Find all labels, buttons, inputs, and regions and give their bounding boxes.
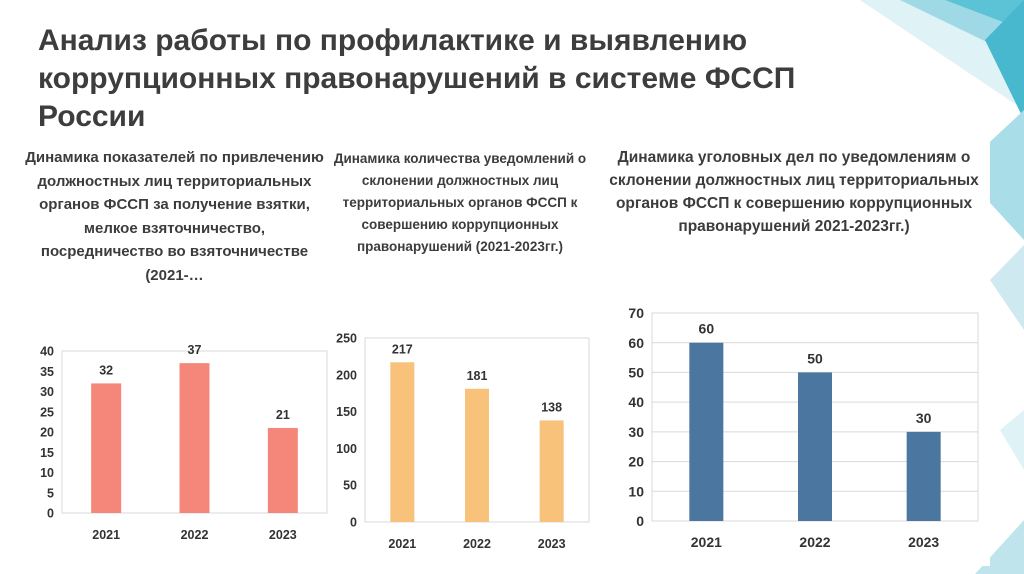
bar [390,362,415,522]
bar-chart-criminal-cases: 0 10 20 30 40 50 60 70 60 2021 50 2022 30 2023 [628,305,979,550]
data-label: 181 [467,369,488,383]
x-tick-label: 2021 [388,537,416,551]
chart-panel-bribery: Динамика показателей по привлечению долж… [22,136,328,556]
y-tick-label: 0 [636,513,644,529]
bar [906,431,941,521]
chart-title: Динамика показателей по привлечению долж… [25,149,324,284]
y-tick-label: 70 [628,305,644,321]
x-tick-label: 2022 [181,528,209,542]
y-tick-label: 0 [350,516,357,530]
y-tick-label: 30 [628,424,644,440]
y-tick-label: 10 [628,483,644,499]
y-tick-label: 10 [40,466,54,480]
x-tick-label: 2021 [691,534,722,550]
bar [91,383,122,513]
bar-chart-notifications: 0 50 100 150 200 250 217 2021 181 2022 138 2023 [336,332,590,551]
y-tick-label: 50 [628,364,644,380]
y-tick-label: 30 [40,385,54,399]
y-tick-label: 20 [40,426,54,440]
x-tick-label: 2022 [799,534,830,550]
y-tick-label: 40 [628,394,644,410]
y-tick-label: 20 [628,454,644,470]
x-tick-label: 2023 [269,528,297,542]
chart-title: Динамика количества уведомлений о склоне… [333,151,587,254]
y-tick-label: 100 [336,442,357,456]
y-tick-label: 0 [47,507,54,521]
data-label: 217 [392,342,413,356]
y-tick-label: 60 [628,335,644,351]
x-tick-label: 2023 [908,534,939,550]
bar [798,372,832,521]
y-tick-label: 35 [40,365,54,379]
x-tick-label: 2023 [538,537,566,551]
data-label: 50 [807,350,823,366]
bar [689,342,724,521]
y-tick-label: 25 [40,405,54,419]
y-tick-label: 50 [343,479,357,493]
chart-panel-notifications: Динамика количества уведомлений о склоне… [330,140,590,560]
bar [179,363,210,513]
x-tick-label: 2021 [92,528,120,542]
slide-title: Анализ работы по профилактике и выявлени… [38,24,796,133]
y-tick-label: 5 [47,486,54,500]
chart-panel-criminal-cases: Динамика уголовных дел по уведомлениям о… [598,136,990,566]
data-label: 60 [699,321,715,337]
y-tick-label: 200 [336,368,357,382]
bar [539,420,564,522]
bar-chart-bribery: 0 5 10 15 20 25 30 35 40 32 2021 37 2022 21 2023 [40,343,328,542]
data-label: 138 [541,400,562,414]
bar [465,388,489,522]
bar [267,427,298,513]
data-label: 32 [99,363,113,377]
data-label: 21 [276,408,290,422]
y-tick-label: 250 [336,332,357,346]
data-label: 37 [188,343,202,357]
y-tick-label: 150 [336,405,357,419]
chart-title: Динамика уголовных дел по уведомлениям о… [609,149,979,235]
x-tick-label: 2022 [463,537,491,551]
y-tick-label: 40 [40,345,54,359]
data-label: 30 [916,410,932,426]
y-tick-label: 15 [40,446,54,460]
